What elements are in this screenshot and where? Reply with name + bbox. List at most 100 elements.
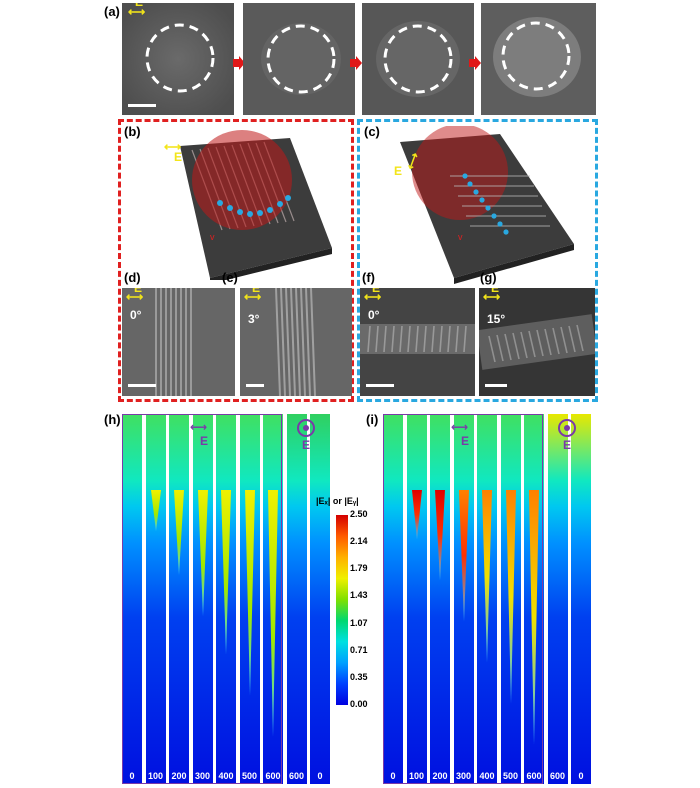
- simulation-strip: 600: [547, 414, 568, 784]
- strip-depth-label: 100: [147, 771, 164, 781]
- inplane-e-i: ⟷ E: [451, 420, 470, 448]
- efield-arrow-label: ⟷E: [128, 3, 146, 19]
- simulation-strip: 400: [216, 414, 236, 784]
- field-hotspot: [221, 490, 231, 655]
- simulation-strip: 100: [145, 414, 166, 784]
- panel-label-h: (h): [104, 412, 121, 427]
- field-hotspot: [529, 490, 539, 745]
- double-arrow-icon: ⟷: [451, 420, 469, 434]
- sequence-arrow-2: [350, 56, 362, 75]
- field-hotspot: [482, 490, 492, 663]
- sem-texture: [122, 3, 234, 115]
- double-arrow-icon: ⟷: [164, 140, 182, 154]
- double-arrow-icon: ⟷: [364, 290, 382, 304]
- sem-image-a1: ⟷E: [122, 3, 234, 115]
- dashed-circle-icon: [501, 21, 571, 91]
- out-of-plane-icon: [297, 419, 315, 437]
- simulation-strip: 0: [310, 414, 330, 784]
- sem-image-a3: [362, 3, 474, 115]
- simulation-strip: 600: [263, 414, 283, 784]
- strip-depth-label: 400: [479, 771, 495, 781]
- angle-label-d: 0°: [130, 308, 142, 322]
- angle-label-e: 3°: [248, 312, 260, 326]
- sem-image-d: ⟷ E 0°: [122, 288, 235, 396]
- simulation-strip: 300: [453, 414, 474, 784]
- colorbar-tick-label: 0.71: [350, 644, 368, 655]
- efield-label-g: ⟷ E: [483, 288, 501, 304]
- panel-label-f: (f): [362, 270, 375, 285]
- field-hotspot: [197, 490, 208, 617]
- strip-depth-label: 600: [549, 771, 566, 781]
- strip-depth-label: 300: [194, 771, 211, 781]
- efield-label-e: ⟷ E: [244, 288, 262, 304]
- strip-depth-label: 100: [408, 771, 425, 781]
- panel-label-c: (c): [364, 124, 380, 139]
- colorbar-tick-label: 2.14: [350, 536, 368, 547]
- strip-depth-label: 0: [390, 771, 396, 781]
- strip-depth-label: 300: [455, 771, 472, 781]
- colorbar-tick-label: 1.07: [350, 617, 368, 628]
- angle-label-g: 15°: [487, 312, 506, 326]
- dashed-circle-icon: [383, 24, 453, 94]
- colorbar-tick-label: 1.79: [350, 563, 368, 574]
- simulation-strip: 0: [383, 414, 403, 784]
- double-arrow-icon: ⟷: [244, 290, 262, 304]
- simulation-strip: 0: [571, 414, 591, 784]
- strip-depth-label: 600: [288, 771, 305, 781]
- outplane-e-h: E: [296, 418, 316, 452]
- strip-depth-label: 0: [317, 771, 323, 781]
- simulation-strip: 0: [122, 414, 142, 784]
- strip-depth-label: 0: [129, 771, 135, 781]
- panel-label-b: (b): [124, 124, 141, 139]
- field-hotspot: [411, 490, 422, 540]
- simulation-strip: 600: [286, 414, 307, 784]
- double-arrow-icon: ⟷: [126, 290, 144, 304]
- simulation-strip: 400: [477, 414, 497, 784]
- efield-label-d: ⟷ E: [126, 288, 144, 304]
- sem-image-a4: [481, 3, 596, 115]
- strip-depth-label: 400: [218, 771, 234, 781]
- field-hotspot: [435, 490, 445, 581]
- angle-label-f: 0°: [368, 308, 380, 322]
- panel-label-g: (g): [480, 270, 497, 285]
- sem-image-a2: [243, 3, 355, 115]
- laser-spot-icon: [192, 130, 292, 230]
- strip-depth-label: 200: [432, 771, 448, 781]
- red-dashed-frame: [118, 119, 354, 402]
- schematic-c: v ⟷ E: [390, 124, 590, 286]
- panel-label-e: (e): [222, 270, 238, 285]
- colorbar-title: |Eₓ| or |Eᵧ|: [316, 496, 359, 506]
- frame-h: [122, 414, 282, 784]
- field-hotspot: [268, 490, 278, 737]
- sem-image-g: ⟷ E 15°: [479, 288, 595, 396]
- panel-label-a: (a): [104, 4, 120, 19]
- inplane-e-h: ⟷ E: [190, 420, 209, 448]
- svg-text:v: v: [210, 232, 215, 242]
- sequence-arrow-3: [469, 56, 481, 75]
- simulation-strip: 500: [239, 414, 260, 784]
- double-arrow-icon: ⟷: [483, 290, 501, 304]
- sequence-arrow-1: [233, 56, 245, 75]
- schematic-b: v ⟷ E: [150, 128, 340, 284]
- simulation-strip: 300: [192, 414, 213, 784]
- simulation-strip: 600: [524, 414, 544, 784]
- double-arrow-icon: ⟷: [128, 5, 146, 19]
- field-hotspot: [174, 490, 184, 575]
- efield-label-f: ⟷ E: [364, 288, 382, 304]
- scale-bar: [128, 384, 156, 387]
- field-hotspot: [150, 490, 161, 532]
- scale-bar: [246, 384, 264, 387]
- dashed-circle-icon: [145, 23, 215, 93]
- strip-depth-label: 0: [578, 771, 584, 781]
- strip-depth-label: 500: [502, 771, 519, 781]
- out-of-plane-icon: [558, 419, 576, 437]
- outplane-e-i: E: [557, 418, 577, 452]
- scale-bar: [366, 384, 394, 387]
- scale-bar: [485, 384, 507, 387]
- colorbar-tick-label: 0.00: [350, 699, 368, 709]
- simulation-strip: 200: [430, 414, 450, 784]
- simulation-strip: 200: [169, 414, 189, 784]
- sem-image-e: ⟷ E 3°: [240, 288, 352, 396]
- simulation-strip: 100: [406, 414, 427, 784]
- dashed-circle-icon: [266, 24, 336, 94]
